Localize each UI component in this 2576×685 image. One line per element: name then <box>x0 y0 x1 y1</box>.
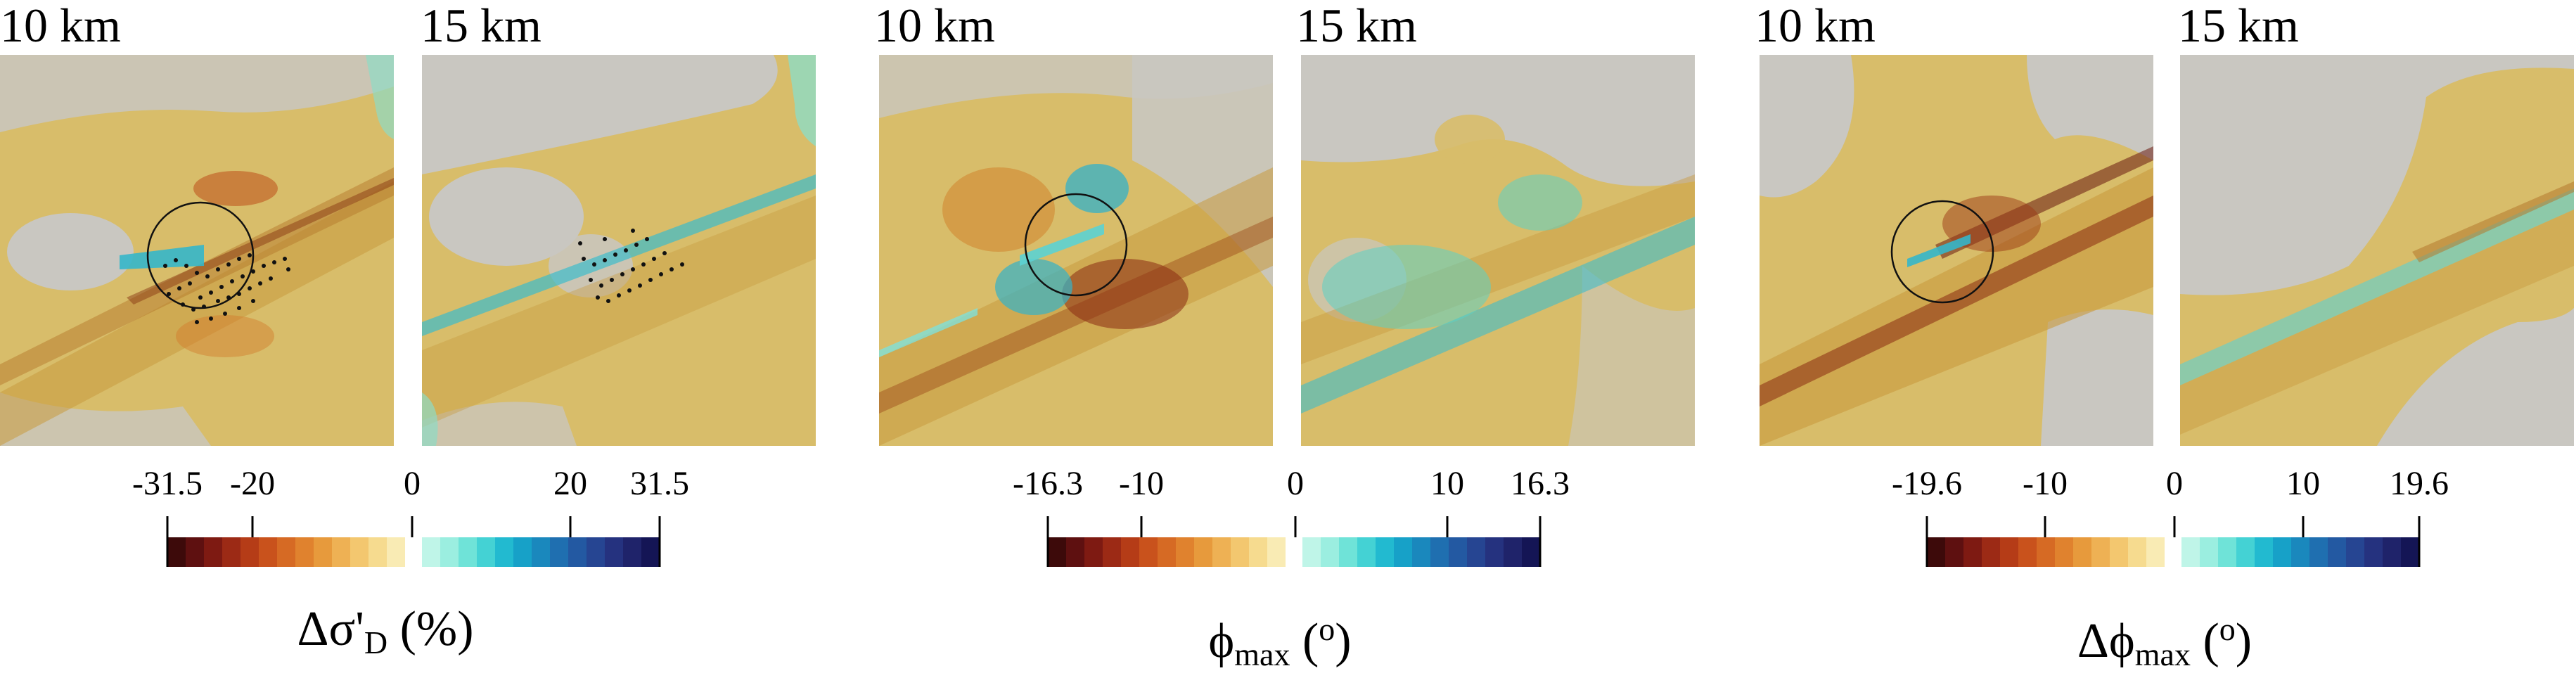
tick-label: -10 <box>1119 465 1164 502</box>
colorbar-title: Δσ'D (%) <box>297 602 474 660</box>
colorbar-title: Δϕmax (o) <box>2077 611 2253 672</box>
panel-label: 10 km <box>0 0 121 52</box>
tick-label: -19.6 <box>1892 465 1962 502</box>
colorbar-positive <box>2181 537 2419 567</box>
panel-label: 10 km <box>874 0 995 52</box>
phi-max-map-15km <box>1301 55 1695 446</box>
tick-label: 0 <box>2166 465 2183 502</box>
stress-change-map-15km <box>422 55 816 446</box>
tick-label: 20 <box>553 465 587 502</box>
colorbar-phi-max: -16.3 -10 0 10 16.3 <box>1013 465 1570 587</box>
panel-label: 15 km <box>1296 0 1417 52</box>
tick-label: -16.3 <box>1013 465 1083 502</box>
delta-phi-max-map-10km <box>1760 55 2153 446</box>
tick-label: 10 <box>2286 465 2320 502</box>
tick-label: -10 <box>2023 465 2068 502</box>
colorbar-positive <box>422 537 660 567</box>
colorbar-positive <box>1302 537 1540 567</box>
colorbar-stress: -31.5 -20 0 20 31.5 <box>132 465 689 587</box>
tick-label: 0 <box>404 465 421 502</box>
colorbar-negative <box>1927 537 2165 567</box>
colorbar-negative <box>167 537 405 567</box>
panel-label: 15 km <box>2178 0 2299 52</box>
tick-label: 31.5 <box>630 465 689 502</box>
tick-label: -20 <box>230 465 275 502</box>
colorbar-title: ϕmax (o) <box>1208 611 1352 672</box>
delta-phi-max-map-15km <box>2180 55 2574 446</box>
panel-label: 15 km <box>421 0 542 52</box>
tick-label: 10 <box>1430 465 1464 502</box>
colorbar-delta-phi-max: -19.6 -10 0 10 19.6 <box>1892 465 2449 587</box>
phi-max-map-10km <box>879 55 1273 446</box>
tick-label: 16.3 <box>1511 465 1570 502</box>
colorbar-negative <box>1048 537 1286 567</box>
stress-change-map-10km <box>0 55 394 446</box>
panel-label: 10 km <box>1755 0 1876 52</box>
tick-label: 19.6 <box>2390 465 2449 502</box>
tick-label: 0 <box>1287 465 1304 502</box>
tick-label: -31.5 <box>132 465 203 502</box>
